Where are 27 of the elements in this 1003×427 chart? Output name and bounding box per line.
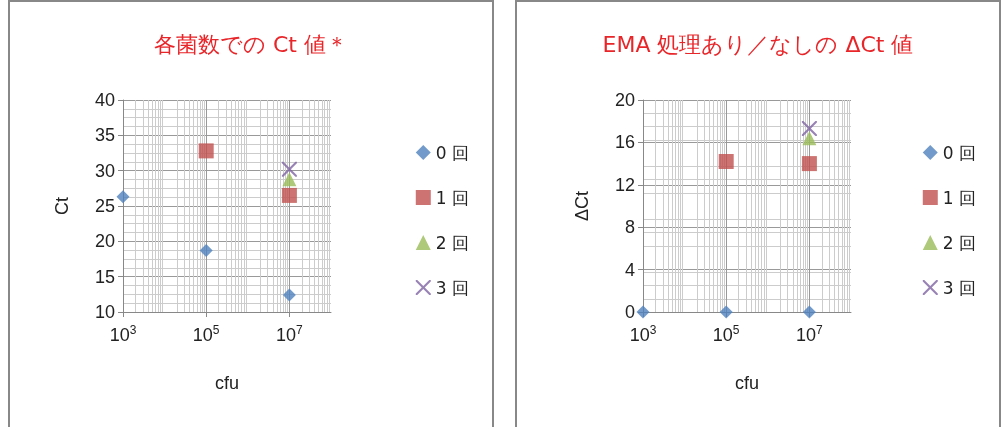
legend-label: 2 回 (942, 232, 977, 253)
y-tick-label: 15 (94, 266, 115, 287)
y-tick-label: 10 (94, 302, 115, 322)
chart-title: EMA 処理あり／なしの ΔCt 値 (602, 31, 914, 57)
y-tick-label: 16 (614, 132, 635, 153)
legend-label: 0 回 (435, 142, 470, 163)
y-tick-label: 0 (624, 302, 635, 322)
legend-label: 2 回 (435, 232, 470, 253)
legend-label: 3 回 (942, 277, 977, 298)
x-axis-title: cfu (214, 373, 240, 393)
legend-label: 3 回 (435, 277, 470, 298)
legend-label: 1 回 (942, 187, 977, 208)
legend-label: 0 回 (942, 142, 977, 163)
y-tick-label: 12 (614, 174, 635, 195)
y-axis-title: ΔCt (572, 190, 592, 222)
x-axis-title: cfu (734, 373, 760, 393)
y-tick-label: 40 (94, 90, 115, 110)
y-tick-label: 8 (624, 217, 635, 238)
y-tick-label: 35 (94, 125, 115, 146)
chart-title: 各菌数での Ct 値＊ (154, 31, 348, 57)
y-tick-label: 4 (624, 259, 635, 280)
y-tick-label: 25 (94, 196, 115, 216)
legend-label: 1 回 (435, 187, 470, 208)
y-tick-label: 20 (614, 90, 635, 110)
y-axis-title: Ct (52, 197, 72, 215)
y-tick-label: 30 (94, 160, 115, 181)
y-tick-label: 20 (94, 231, 115, 252)
